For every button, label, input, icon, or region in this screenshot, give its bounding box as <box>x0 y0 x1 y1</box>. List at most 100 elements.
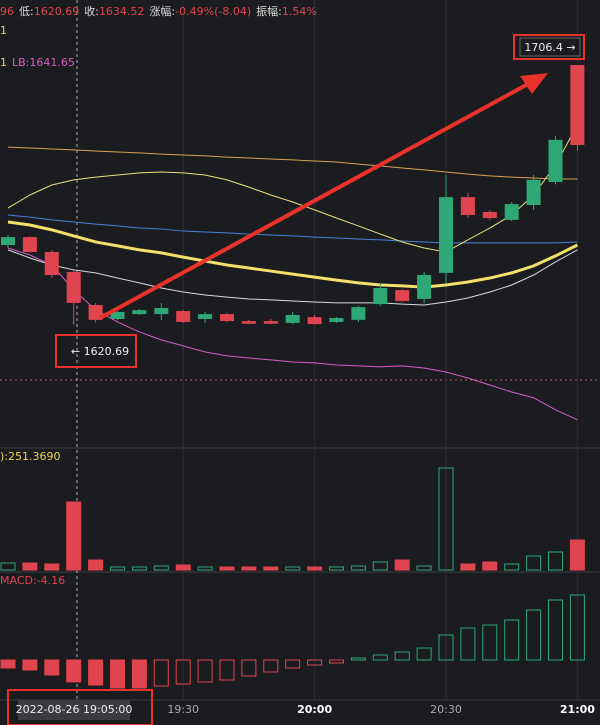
macd-bar <box>416 647 432 661</box>
macd-bar <box>44 659 60 676</box>
macd-label: MACD:-4.16 <box>0 574 65 587</box>
indicator-line <box>7 124 578 253</box>
volume-bar <box>131 566 147 571</box>
highlight-box <box>7 689 153 725</box>
volume-bar <box>548 551 563 571</box>
x-tick-label: 21:00 <box>560 703 595 716</box>
volume-bar <box>569 539 585 571</box>
volume-bar <box>438 467 454 571</box>
info-label: 收: <box>84 4 99 18</box>
macd-bar <box>110 659 125 689</box>
macd-bar <box>482 624 498 661</box>
volume-bar <box>88 559 104 571</box>
macd-bar <box>88 659 104 686</box>
candle-body <box>526 179 541 205</box>
candle-body <box>395 290 410 302</box>
candle-body <box>439 197 453 273</box>
macd-bar <box>548 599 563 661</box>
macd-bar <box>263 659 279 673</box>
macd-bar <box>197 659 213 683</box>
macd-bar <box>329 659 344 664</box>
volume-bar <box>372 561 388 571</box>
candle-body <box>285 315 300 323</box>
indicator-line <box>7 214 578 244</box>
candle-body <box>154 308 169 315</box>
volume-bar <box>350 565 366 571</box>
volume-label: ):251.3690 <box>0 450 60 463</box>
candle-body <box>417 275 432 299</box>
candle-body <box>220 314 234 322</box>
candle-body <box>66 271 81 303</box>
volume-bar <box>307 566 323 571</box>
macd-bar <box>394 651 410 661</box>
arrow-head <box>520 73 548 94</box>
volume-bar <box>66 501 82 571</box>
lb-prefix: 1 <box>0 56 7 69</box>
candle-body <box>373 288 388 305</box>
volume-bar <box>219 566 235 571</box>
crosshair-time: 2022-08-26 19:05:00 <box>16 703 133 716</box>
candle-body <box>307 317 322 325</box>
candle-body <box>132 310 147 315</box>
info-bar: 96 低:1620.69 收:1634.52 涨幅:-0.49%(-8.04) 振幅:1… <box>0 4 317 18</box>
volume-bar <box>285 566 301 571</box>
crosshair-time-box <box>18 700 130 720</box>
volume-bar <box>460 563 476 571</box>
macd-bar <box>350 657 366 661</box>
candle-body <box>88 305 103 320</box>
volume-bar <box>394 559 410 571</box>
candle-body <box>460 197 475 215</box>
info-text: 96 低:1620.69 收:1634.52 涨幅:-0.49%(-8.04) 振幅:1… <box>0 4 317 18</box>
macd-bar <box>372 654 388 661</box>
info-label: 振幅: <box>256 4 282 18</box>
info-value: 1634.52 <box>99 5 145 18</box>
highlight-box <box>513 34 585 60</box>
candle-body <box>110 311 125 319</box>
macd-bar <box>219 659 235 681</box>
volume-bar <box>153 565 169 571</box>
candle-body <box>176 311 191 322</box>
indicator-line <box>7 249 578 306</box>
x-tick-label: 20:30 <box>430 703 462 716</box>
info-label: 涨幅: <box>149 5 175 18</box>
macd-bar <box>307 659 323 666</box>
ma-label: 1 <box>0 24 7 37</box>
indicator-line <box>7 146 578 180</box>
macd-bar <box>175 659 191 685</box>
candle-body <box>22 237 37 252</box>
macd-bar <box>241 659 257 677</box>
volume-bar <box>22 562 38 571</box>
volume-bar <box>526 555 542 571</box>
macd-bar <box>504 619 520 661</box>
highlight-box <box>55 334 137 368</box>
candle-body <box>548 139 563 182</box>
macd-bar <box>460 627 476 661</box>
macd-bar <box>526 609 542 661</box>
macd-bar <box>569 594 585 661</box>
volume-bar <box>175 564 191 571</box>
volume-bar <box>263 566 279 571</box>
macd-bar <box>131 659 147 689</box>
info-label: 96 <box>0 5 14 18</box>
candle-body <box>570 65 585 145</box>
volume-bar <box>44 563 60 571</box>
indicator-line <box>7 220 579 289</box>
macd-bar <box>22 659 38 671</box>
candle-body <box>351 307 366 320</box>
macd-bar <box>285 659 301 669</box>
indicator-line <box>7 247 578 421</box>
annotation: 1706.4 → <box>524 41 575 54</box>
macd-bar <box>0 659 16 669</box>
candle-body <box>198 314 213 319</box>
candle-body <box>504 204 519 220</box>
x-tick-label: 20:00 <box>297 703 332 716</box>
lb-label: LB:1641.65 <box>12 56 75 69</box>
info-value: 1.54% <box>282 5 317 18</box>
macd-bar <box>66 659 82 683</box>
x-tick-label: 19:30 <box>167 703 199 716</box>
arrow <box>99 82 529 320</box>
candle-body <box>263 321 278 324</box>
info-value: 1620.69 <box>34 5 80 18</box>
volume-bar <box>241 566 257 571</box>
